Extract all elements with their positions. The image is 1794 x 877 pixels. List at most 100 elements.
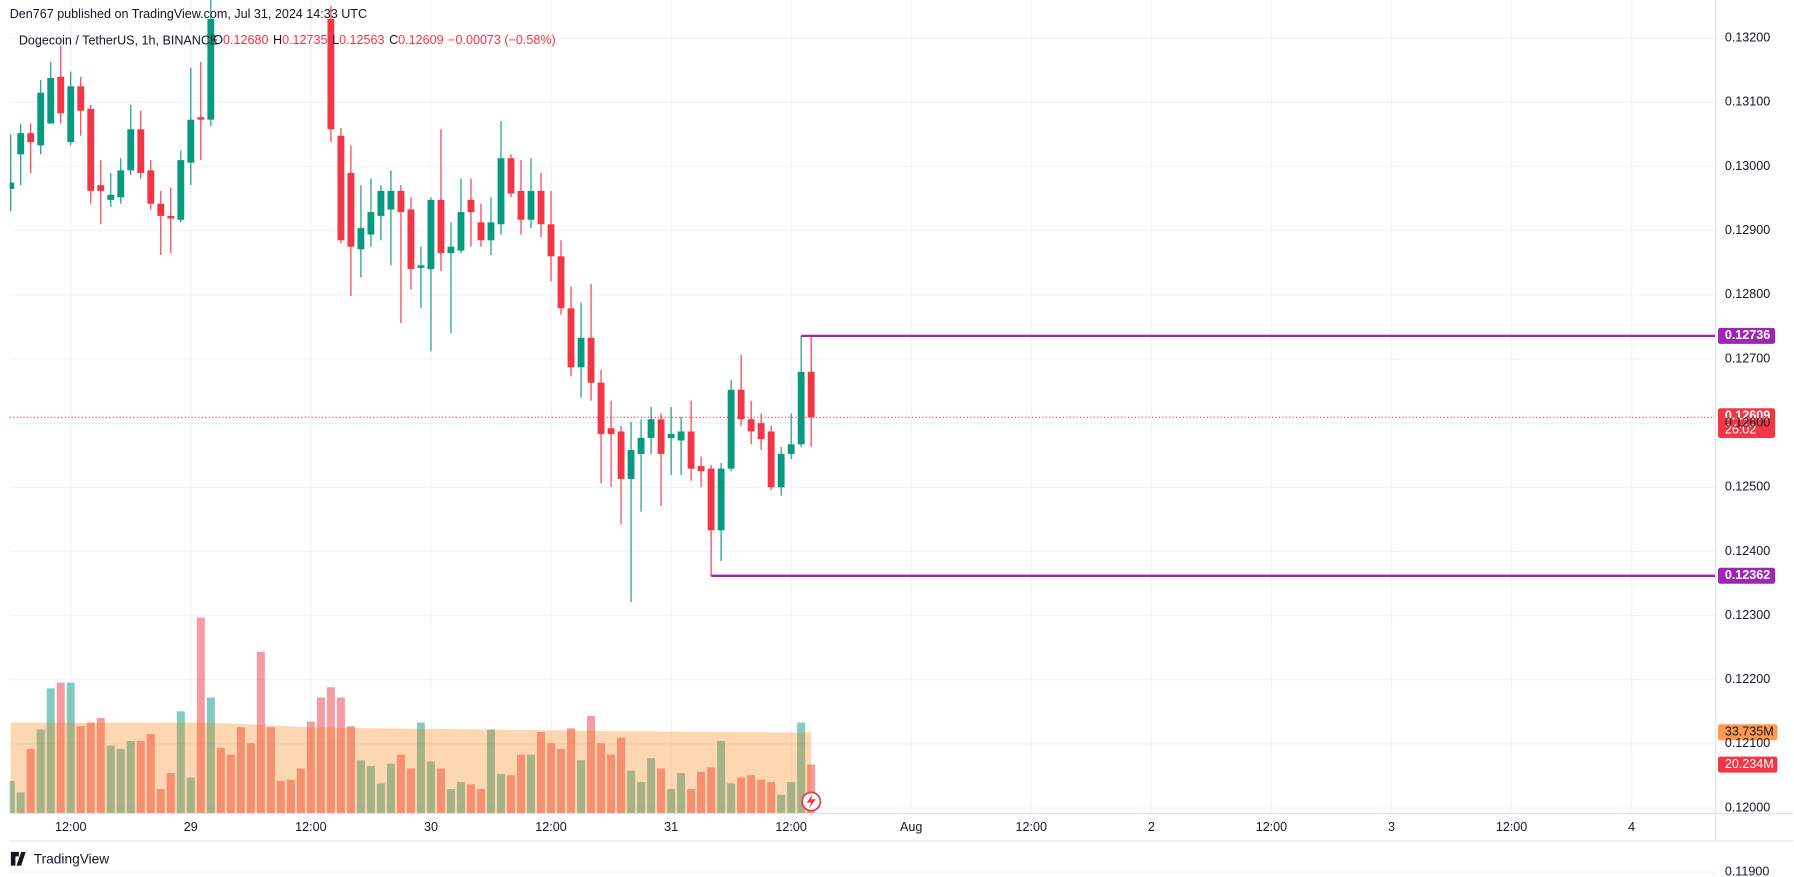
legend-value: 0.12680 — [223, 33, 268, 47]
x-tick-label: 12:00 — [55, 820, 86, 834]
volume-bar — [46, 688, 55, 813]
ohlc-legend: O0.12680 H0.12735 L0.12563 C0.12609 −0.00073… — [213, 33, 555, 47]
y-tick-label: 0.12100 — [1725, 736, 1770, 750]
candle-body — [87, 108, 95, 191]
volume-bar — [236, 727, 245, 813]
candle-body — [327, 18, 335, 130]
volume-bar — [226, 754, 235, 813]
volume-bar — [787, 782, 796, 813]
footer-brand: TradingView — [34, 851, 110, 866]
volume-bar — [196, 617, 205, 813]
candle-body — [717, 468, 725, 531]
volume-bar — [436, 768, 445, 813]
candle-body — [767, 431, 775, 488]
volume-bar — [757, 779, 766, 813]
volume-bar — [266, 727, 275, 813]
volume-ma-label: 33.735M — [1725, 725, 1774, 739]
candle-body — [467, 199, 475, 213]
candle-body — [97, 185, 105, 191]
candle-body — [627, 450, 635, 479]
volume-bar — [176, 711, 185, 813]
candle-body — [697, 466, 705, 472]
volume-bar — [637, 782, 646, 813]
volume-bar — [126, 740, 135, 813]
volume-bar — [617, 737, 626, 813]
y-tick-label: 0.12400 — [1725, 544, 1770, 558]
volume-bar — [777, 794, 786, 813]
x-tick-label: 4 — [1628, 820, 1635, 834]
legend-key: L — [332, 33, 339, 47]
volume-bar — [557, 748, 566, 813]
volume-bar — [547, 743, 556, 813]
volume-bar — [527, 754, 536, 813]
volume-bar — [286, 779, 295, 813]
volume-bar — [476, 789, 485, 813]
candle-body — [187, 119, 195, 163]
candle-body — [737, 389, 745, 420]
last-price-box — [1717, 408, 1776, 438]
volume-bar — [56, 682, 65, 813]
candle-body — [27, 133, 35, 143]
y-tick-label: 0.12500 — [1725, 480, 1770, 494]
candle-body — [727, 389, 735, 469]
candle-body — [127, 129, 135, 171]
volume-label: 20.234M — [1725, 757, 1774, 771]
volume-bar — [607, 754, 616, 813]
volume-bar — [36, 729, 45, 813]
candle-body — [807, 371, 815, 418]
logo — [10, 851, 26, 866]
candle-body — [427, 199, 435, 270]
volume-bar — [577, 760, 586, 813]
x-tick-label: 12:00 — [1016, 820, 1047, 834]
x-tick-label: 12:00 — [1496, 820, 1527, 834]
legend-value: 0.12735 — [282, 33, 327, 47]
candle-body — [637, 437, 645, 454]
x-tick-label: 12:00 — [295, 820, 326, 834]
candle-body — [147, 170, 155, 204]
candle-body — [437, 199, 445, 254]
volume-bar — [537, 731, 546, 813]
candle-body — [417, 265, 425, 268]
candle-body — [777, 453, 785, 488]
candle-body — [397, 190, 405, 213]
candle-body — [687, 431, 695, 469]
x-tick-label: 12:00 — [775, 820, 806, 834]
volume-bar — [246, 743, 255, 813]
x-tick-label: 30 — [424, 820, 438, 834]
candle-body — [557, 256, 565, 309]
candle-body — [587, 337, 595, 383]
volume-bar — [356, 760, 365, 813]
candle-body — [77, 86, 85, 111]
legend-key: O — [213, 33, 223, 47]
volume-bar — [316, 697, 325, 813]
candle-body — [47, 78, 55, 124]
volume-bar — [466, 784, 475, 813]
candle-body — [527, 190, 535, 220]
volume-bar — [146, 734, 155, 813]
candle-body — [207, 18, 215, 120]
grid — [9, 0, 1716, 873]
volume-bar — [106, 745, 115, 813]
candle-body — [617, 431, 625, 479]
y-tick-label: 0.12700 — [1725, 351, 1770, 365]
volume-box — [1717, 756, 1778, 773]
x-tick-label: 3 — [1388, 820, 1395, 834]
legend-change: −0.00073 (−0.58%) — [448, 33, 556, 47]
candle-body — [487, 222, 495, 241]
candle-body — [757, 423, 765, 440]
volume-bar — [767, 782, 776, 813]
volume-bar — [426, 761, 435, 813]
volume-bar — [687, 789, 696, 813]
volume-bar — [376, 783, 385, 813]
volume-bar — [597, 743, 606, 813]
candle-body — [537, 190, 545, 225]
volume-bar — [256, 651, 265, 813]
candle-body — [57, 76, 65, 114]
x-tick-label: 2 — [1148, 820, 1155, 834]
candle-body — [357, 228, 365, 250]
volume-bar — [807, 764, 816, 813]
volume-bar — [366, 766, 375, 813]
level-box — [1717, 567, 1776, 584]
